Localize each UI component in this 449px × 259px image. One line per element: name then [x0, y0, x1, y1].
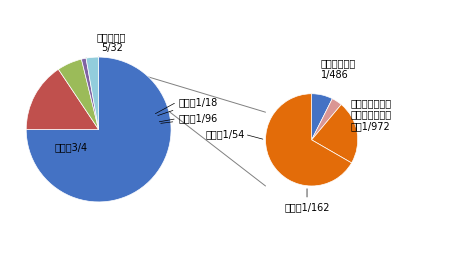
Wedge shape [265, 94, 352, 186]
Wedge shape [81, 58, 99, 130]
Wedge shape [312, 105, 358, 163]
Wedge shape [58, 59, 99, 130]
Wedge shape [312, 94, 332, 140]
Text: 自身，3/4: 自身，3/4 [54, 143, 88, 153]
Text: 金粒，1/162: 金粒，1/162 [284, 202, 330, 212]
Text: 黑曜石碎片，
1/486: 黑曜石碎片， 1/486 [321, 58, 356, 80]
Wedge shape [26, 69, 99, 130]
Text: 绿宝石、钻石、
秘银、阿德曼合
金，1/972: 绿宝石、钻石、 秘银、阿德曼合 金，1/972 [351, 98, 392, 131]
Text: 铜粒，1/18: 铜粒，1/18 [158, 97, 218, 116]
Text: 磁石，1/96: 磁石，1/96 [161, 114, 218, 124]
Text: 燧石碎片，
5/32: 燧石碎片， 5/32 [97, 32, 126, 53]
Wedge shape [86, 57, 99, 130]
Wedge shape [312, 99, 341, 140]
Wedge shape [26, 57, 171, 202]
Text: 银粒，1/54: 银粒，1/54 [205, 129, 245, 139]
